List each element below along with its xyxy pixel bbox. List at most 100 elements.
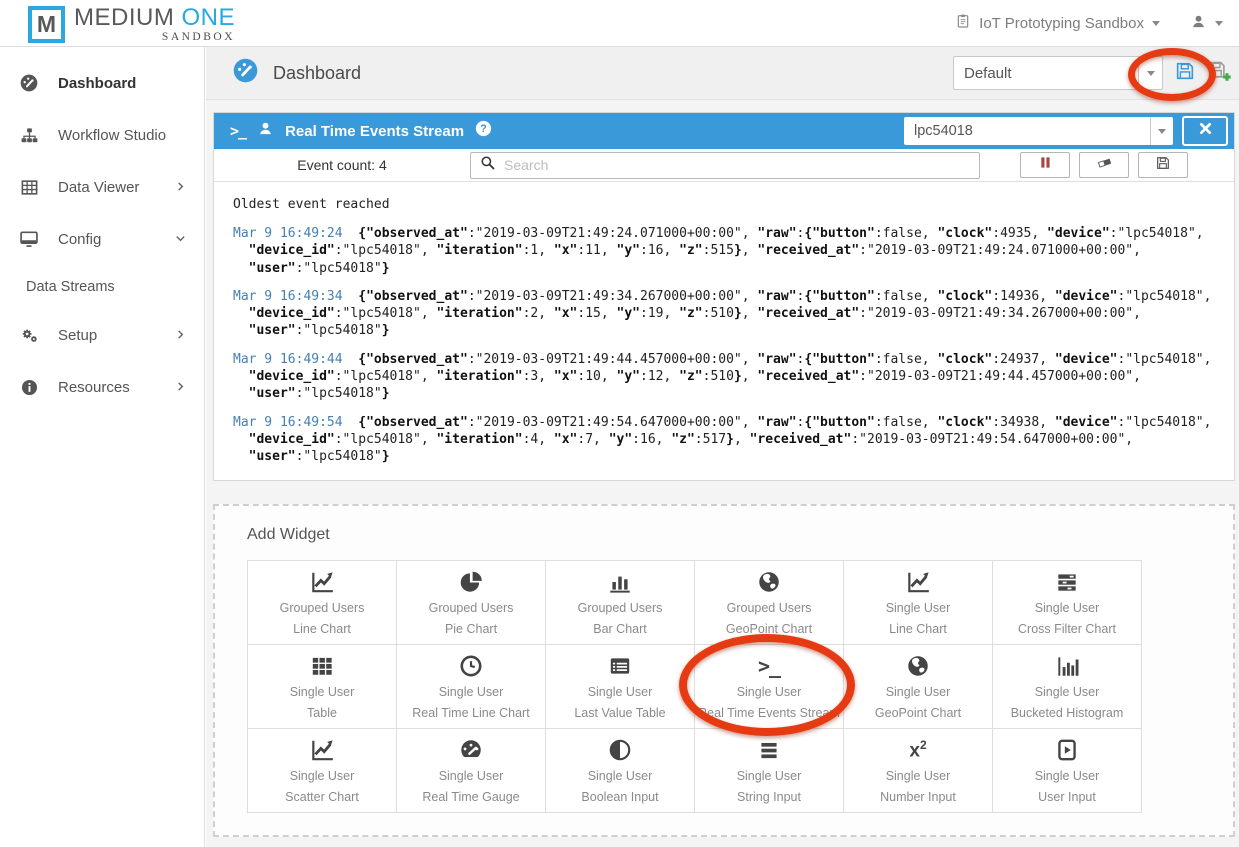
info-icon: [18, 378, 40, 397]
tile-label-line1: Single User: [587, 684, 653, 699]
event-timestamp: Mar 9 16:49:44: [233, 351, 343, 367]
tile-label-line2: Cross Filter Chart: [1018, 621, 1116, 636]
close-widget-button[interactable]: [1182, 116, 1228, 146]
sidebar-item-config[interactable]: Config: [0, 213, 204, 265]
tile-label-line2: Real Time Line Chart: [412, 705, 530, 720]
event-count: Event count: 4: [297, 157, 387, 173]
medium-one-logo[interactable]: M MEDIUM ONE SANDBOX: [28, 3, 235, 43]
bar-chart-icon: [607, 567, 633, 597]
sidebar-item-setup[interactable]: Setup: [0, 309, 204, 361]
real-time-events-stream-widget: >_ Real Time Events Stream ? lpc54018: [213, 112, 1235, 481]
tile-single-user-scatter-chart[interactable]: Single User Scatter Chart: [248, 729, 397, 813]
clear-button[interactable]: [1079, 152, 1129, 178]
dashboard-select[interactable]: Default: [953, 56, 1139, 90]
save-events-button[interactable]: [1138, 152, 1188, 178]
tile-label-line2: Bar Chart: [593, 621, 647, 636]
tile-label-line2: Line Chart: [293, 621, 351, 636]
tile-label-line1: Single User: [1034, 684, 1100, 699]
event-row: Mar 9 16:49:34 {"observed_at":"2019-03-0…: [233, 288, 1212, 339]
workspace-menu[interactable]: IoT Prototyping Sandbox: [955, 13, 1160, 33]
tile-label-line2: Number Input: [880, 789, 956, 804]
event-log[interactable]: Oldest event reached Mar 9 16:49:24 {"ob…: [214, 182, 1234, 480]
page-title: Dashboard: [273, 62, 362, 83]
sidebar-item-dashboard[interactable]: Dashboard: [0, 57, 204, 109]
tile-single-user-number-input[interactable]: x2 Single User Number Input: [844, 729, 993, 813]
event-list: Mar 9 16:49:24 {"observed_at":"2019-03-0…: [233, 225, 1215, 465]
save-as-new-dashboard-button[interactable]: [1207, 59, 1231, 88]
boolean-icon: [607, 735, 633, 765]
sidebar-item-label: Config: [58, 230, 102, 248]
event-row: Mar 9 16:49:24 {"observed_at":"2019-03-0…: [233, 226, 1204, 276]
tile-label-line1: Single User: [1034, 768, 1100, 783]
tile-grouped-users-pie-chart[interactable]: Grouped Users Pie Chart: [397, 561, 546, 645]
tile-label-line1: Single User: [587, 768, 653, 783]
sidebar-item-data-viewer[interactable]: Data Viewer: [0, 161, 204, 213]
tile-label-line2: Table: [307, 705, 337, 720]
tile-label-line2: Line Chart: [889, 621, 947, 636]
save-icon: [1155, 155, 1171, 176]
tile-single-user-real-time-line-chart[interactable]: Single User Real Time Line Chart: [397, 645, 546, 729]
tile-single-user-string-input[interactable]: Single User String Input: [695, 729, 844, 813]
tile-single-user-cross-filter-chart[interactable]: Single User Cross Filter Chart: [993, 561, 1142, 645]
tile-single-user-real-time-gauge[interactable]: Single User Real Time Gauge: [397, 729, 546, 813]
logo-sandbox-label: SANDBOX: [161, 31, 236, 43]
tile-label-line2: Real Time Events Stream: [698, 705, 840, 720]
tile-single-user-bucketed-histogram[interactable]: Single User Bucketed Histogram: [993, 645, 1142, 729]
widget-header: >_ Real Time Events Stream ? lpc54018: [214, 113, 1234, 149]
tile-single-user-geopoint-chart[interactable]: Single User GeoPoint Chart: [844, 645, 993, 729]
save-add-icon: [1207, 59, 1231, 88]
search-box: [470, 151, 980, 179]
tile-label-line1: Single User: [885, 600, 951, 615]
monitor-icon: [18, 229, 40, 249]
user-menu[interactable]: [1190, 13, 1223, 34]
tile-single-user-table[interactable]: Single User Table: [248, 645, 397, 729]
tile-label-line1: Single User: [438, 768, 504, 783]
line-chart-icon: [905, 567, 931, 597]
tile-label-line1: Single User: [736, 768, 802, 783]
help-icon[interactable]: ?: [475, 120, 492, 142]
tile-grouped-users-bar-chart[interactable]: Grouped Users Bar Chart: [546, 561, 695, 645]
tile-single-user-user-input[interactable]: Single User User Input: [993, 729, 1142, 813]
sidebar-item-data-streams[interactable]: Data Streams: [0, 265, 204, 309]
chevron-right-icon: [175, 327, 186, 344]
tile-grouped-users-geopoint-chart[interactable]: Grouped Users GeoPoint Chart: [695, 561, 844, 645]
tile-single-user-real-time-events-stream[interactable]: >_ Single User Real Time Events Stream: [695, 645, 844, 729]
sidebar-item-label: Setup: [58, 326, 98, 344]
clock-icon: [458, 651, 484, 681]
device-select-caret-button[interactable]: [1150, 117, 1173, 145]
logo-m-icon: M: [28, 6, 65, 43]
clipboard-icon: [955, 13, 971, 33]
tile-single-user-last-value-table[interactable]: Single User Last Value Table: [546, 645, 695, 729]
tile-single-user-line-chart[interactable]: Single User Line Chart: [844, 561, 993, 645]
save-dashboard-button[interactable]: [1174, 60, 1196, 87]
workspace-name: IoT Prototyping Sandbox: [979, 14, 1144, 32]
gears-icon: [18, 326, 40, 345]
user-input-icon: [1054, 735, 1080, 765]
histogram-icon: [1054, 651, 1080, 681]
tile-label-line1: Single User: [1034, 600, 1100, 615]
add-widget-panel: Add Widget Grouped Users Line Chart Groupe…: [213, 504, 1235, 837]
terminal-icon: >_: [757, 653, 781, 678]
table-icon: [309, 651, 335, 681]
sidebar-item-resources[interactable]: Resources: [0, 361, 204, 413]
event-timestamp: Mar 9 16:49:24: [233, 226, 343, 241]
tile-label-line2: Scatter Chart: [285, 789, 359, 804]
tile-grouped-users-line-chart[interactable]: Grouped Users Line Chart: [248, 561, 397, 645]
tile-label-line2: GeoPoint Chart: [874, 705, 962, 720]
caret-down-icon: [1146, 70, 1155, 76]
pause-button[interactable]: [1020, 152, 1070, 178]
terminal-icon: >_: [230, 122, 247, 140]
sidebar: Dashboard Workflow Studio Data Viewer Co…: [0, 47, 205, 847]
user-icon: [1190, 13, 1207, 34]
dashboard-select-caret-button[interactable]: [1138, 56, 1163, 90]
sidebar-item-workflow-studio[interactable]: Workflow Studio: [0, 109, 204, 161]
event-timestamp: Mar 9 16:49:54: [233, 414, 343, 430]
tile-single-user-boolean-input[interactable]: Single User Boolean Input: [546, 729, 695, 813]
tile-label-line1: Grouped Users: [428, 600, 514, 615]
device-select[interactable]: lpc54018: [904, 117, 1150, 145]
sidebar-item-label: Data Viewer: [58, 178, 140, 196]
tile-label-line1: Grouped Users: [279, 600, 365, 615]
gauge-icon: [18, 73, 40, 93]
event-timestamp: Mar 9 16:49:34: [233, 288, 343, 304]
search-input[interactable]: [504, 157, 970, 173]
